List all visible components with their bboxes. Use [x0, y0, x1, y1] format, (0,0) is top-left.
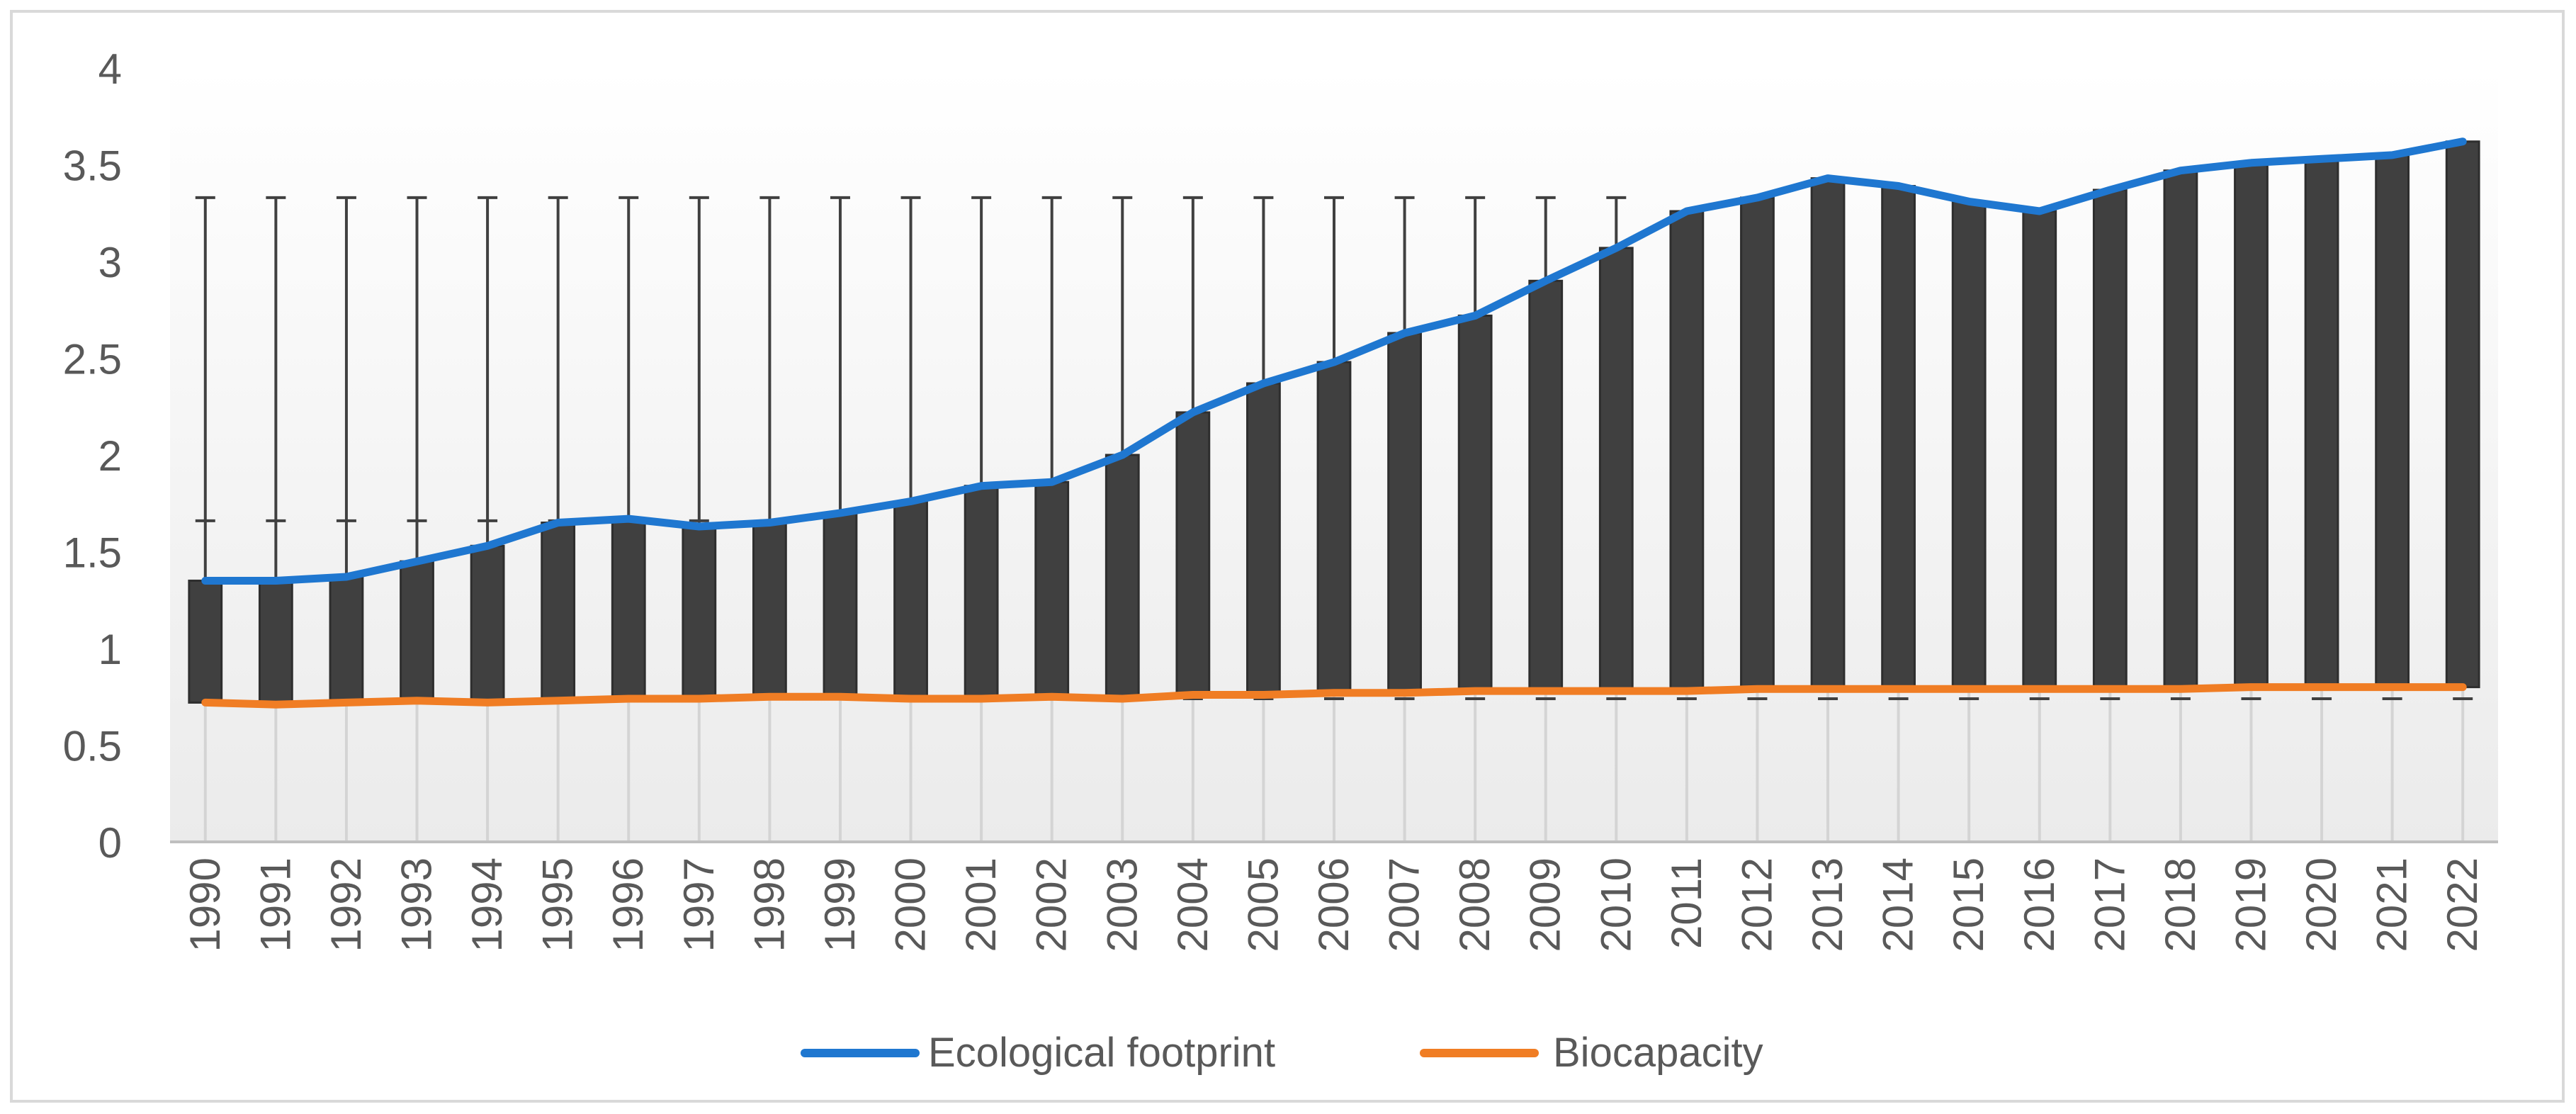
high-low-bar-2013	[1810, 177, 1846, 690]
high-low-bar-2018	[2163, 169, 2198, 690]
legend-label-ecological-footprint: Ecological footprint	[928, 1030, 1275, 1076]
high-low-bar-2011	[1669, 210, 1705, 692]
x-tick-label-2002: 2002	[1028, 857, 1075, 952]
x-tick-label-2000: 2000	[887, 857, 934, 952]
x-tick-label-1998: 1998	[745, 857, 793, 952]
series-line-biocapacity	[201, 683, 2467, 709]
x-tick-label-2018: 2018	[2157, 857, 2204, 952]
x-tick-label-1996: 1996	[604, 857, 652, 952]
series-line-ecological-footprint	[201, 137, 2467, 585]
x-tick-label-1991: 1991	[252, 857, 299, 952]
high-low-bar-2009	[1528, 279, 1564, 692]
x-tick-label-2022: 2022	[2439, 857, 2486, 952]
x-tick-label-1995: 1995	[534, 857, 582, 952]
y-tick-label-7: 3.5	[63, 142, 122, 190]
x-tick-label-2016: 2016	[2016, 857, 2063, 952]
high-low-bar-2004	[1175, 411, 1211, 697]
x-tick-label-2011: 2011	[1663, 857, 1710, 949]
x-tick-label-1999: 1999	[816, 857, 864, 952]
x-axis-ticks: 1990 1991 1992 1993 1994 1995 1996 1997 1998 1999…	[181, 857, 2486, 952]
high-low-bar-2005	[1246, 382, 1281, 697]
x-tick-label-2012: 2012	[1733, 857, 1780, 952]
high-low-bar-2021	[2375, 154, 2410, 689]
high-low-bar-2012	[1740, 196, 1775, 690]
high-low-bar-2010	[1598, 247, 1634, 692]
high-low-bar-1992	[329, 575, 364, 704]
y-tick-label-0: 0	[98, 819, 122, 867]
x-tick-label-1990: 1990	[181, 857, 229, 952]
high-low-bar-2016	[2022, 210, 2057, 690]
high-low-bar-2008	[1457, 314, 1493, 692]
legend: Ecological footprint Biocapacity	[801, 1030, 1763, 1076]
x-tick-label-2017: 2017	[2086, 857, 2133, 952]
x-tick-label-1993: 1993	[393, 857, 441, 952]
x-tick-label-2005: 2005	[1239, 857, 1287, 952]
high-low-bar-2007	[1387, 332, 1422, 694]
x-tick-label-2014: 2014	[1875, 857, 1922, 952]
x-tick-label-2013: 2013	[1804, 857, 1851, 952]
high-low-bar-1995	[541, 522, 576, 702]
x-tick-label-1997: 1997	[675, 857, 723, 952]
y-tick-label-2: 1	[98, 626, 122, 673]
y-tick-label-6: 3	[98, 239, 122, 286]
x-tick-label-2001: 2001	[957, 857, 1005, 952]
x-tick-label-2003: 2003	[1098, 857, 1146, 952]
high-low-bar-2003	[1105, 454, 1140, 700]
x-tick-label-2021: 2021	[2368, 857, 2416, 952]
y-axis-ticks: 0 0.5 1 1.5 2 2.5 3 3.5 4	[63, 45, 122, 867]
high-low-bar-2019	[2234, 162, 2269, 689]
x-tick-label-2004: 2004	[1169, 857, 1216, 952]
high-low-bar-2015	[1951, 200, 1987, 690]
high-low-bar-2006	[1316, 361, 1352, 694]
x-tick-label-1994: 1994	[463, 857, 511, 952]
high-low-bar-2017	[2092, 189, 2128, 690]
x-tick-label-2010: 2010	[1592, 857, 1639, 952]
y-tick-label-5: 2.5	[63, 336, 122, 383]
x-tick-label-2006: 2006	[1310, 857, 1357, 952]
high-low-bar-1997	[682, 525, 717, 700]
grid-layer	[203, 687, 2465, 842]
y-tick-label-8: 4	[98, 45, 122, 93]
y-tick-label-1: 0.5	[63, 723, 122, 770]
high-low-bar-2001	[964, 485, 999, 700]
x-tick-label-2008: 2008	[1451, 857, 1498, 952]
high-low-bar-2000	[893, 500, 928, 700]
series-lines	[201, 137, 2467, 709]
high-low-bar-1991	[258, 579, 293, 706]
x-tick-label-2019: 2019	[2227, 857, 2274, 952]
x-tick-label-2020: 2020	[2298, 857, 2345, 952]
y-tick-label-4: 2	[98, 432, 122, 480]
high-low-bar-1994	[470, 544, 505, 704]
high-low-bar-2020	[2304, 157, 2339, 689]
y-tick-label-3: 1.5	[63, 529, 122, 577]
high-low-bar-1993	[400, 560, 434, 702]
high-low-bar-1990	[188, 579, 223, 704]
x-tick-label-2015: 2015	[1945, 857, 1992, 952]
high-low-bar-2022	[2445, 140, 2480, 689]
high-low-bar-1996	[611, 517, 646, 700]
high-low-bar-2002	[1034, 480, 1070, 698]
high-low-bar-1999	[823, 512, 858, 698]
high-low-bar-2014	[1881, 185, 1916, 690]
x-tick-label-2009: 2009	[1522, 857, 1569, 952]
x-tick-label-2007: 2007	[1381, 857, 1428, 952]
legend-label-biocapacity: Biocapacity	[1553, 1030, 1763, 1076]
high-low-bar-1998	[752, 522, 787, 698]
x-tick-label-1992: 1992	[322, 857, 370, 952]
